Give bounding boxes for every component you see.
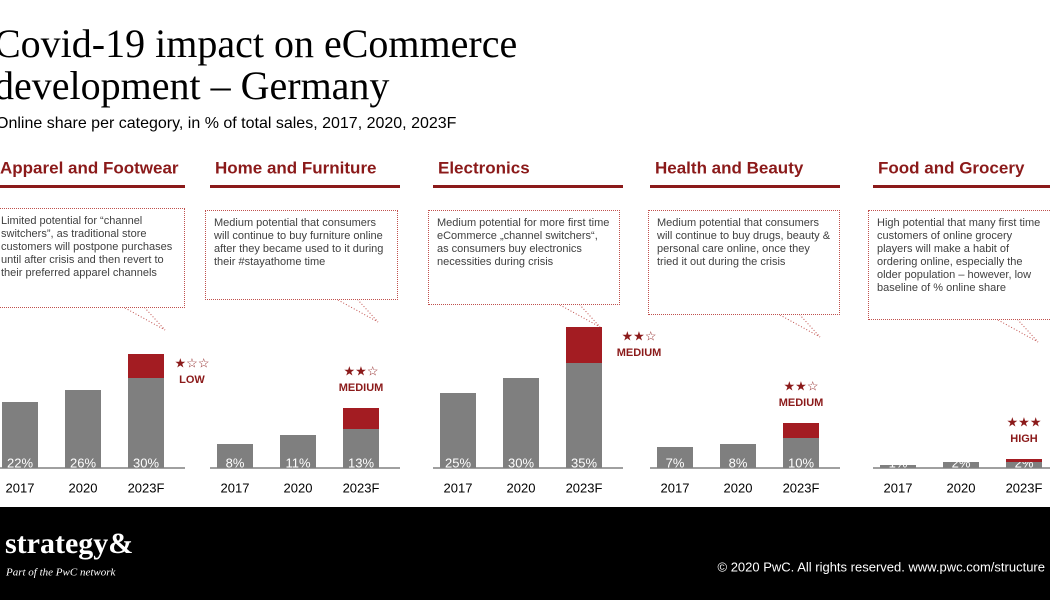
value-label: 25% bbox=[445, 455, 471, 470]
bar-segment bbox=[65, 390, 101, 468]
bar-segment bbox=[657, 447, 693, 468]
bar-segment bbox=[1006, 459, 1042, 462]
value-label: 2% bbox=[952, 455, 971, 470]
x-tick-label: 2017 bbox=[884, 480, 913, 495]
bar-segment bbox=[720, 444, 756, 468]
rating-stars: ★★☆ bbox=[784, 378, 819, 393]
note-text: Medium potential that consumers will con… bbox=[648, 210, 840, 315]
rating: MEDIUM bbox=[779, 397, 824, 409]
note-text: High potential that many first time cust… bbox=[868, 210, 1050, 320]
value-label: 8% bbox=[226, 455, 245, 470]
bar-segment bbox=[783, 423, 819, 438]
value-label: 35% bbox=[571, 455, 597, 470]
copyright: © 2020 PwC. All rights reserved. www.pwc… bbox=[718, 559, 1045, 574]
x-tick-label: 2020 bbox=[507, 480, 536, 495]
rating: MEDIUM bbox=[339, 382, 384, 394]
rating-stars: ★☆☆ bbox=[175, 355, 210, 370]
title-line: development – Germany bbox=[0, 63, 389, 108]
value-label: 1% bbox=[889, 455, 908, 470]
note-box: Medium potential for more first time eCo… bbox=[428, 210, 620, 305]
bar-segment bbox=[566, 327, 602, 363]
value-label: 8% bbox=[729, 455, 748, 470]
note-pointer bbox=[559, 304, 601, 328]
note-text: Limited potential for “channel switchers… bbox=[0, 208, 185, 308]
bar-segment bbox=[566, 363, 602, 468]
tagline: Part of the PwC network bbox=[5, 567, 117, 579]
bar-segment bbox=[943, 462, 979, 468]
value-label: 26% bbox=[70, 455, 96, 470]
note-text: Medium potential for more first time eCo… bbox=[428, 210, 620, 305]
panel-title: Food and Grocery bbox=[878, 158, 1025, 177]
note-box: Limited potential for “channel switchers… bbox=[0, 208, 185, 308]
rating-stars: ★★☆ bbox=[622, 328, 657, 343]
bar-segment bbox=[217, 444, 253, 468]
x-tick-label: 2017 bbox=[661, 480, 690, 495]
bar-segment bbox=[343, 429, 379, 468]
x-tick-label: 2023F bbox=[783, 480, 820, 495]
rating: HIGH bbox=[1010, 433, 1038, 445]
bar-segment bbox=[503, 378, 539, 468]
x-tick-label: 2020 bbox=[724, 480, 753, 495]
bar-segment bbox=[280, 435, 316, 468]
panel-rule bbox=[210, 185, 400, 188]
bar-segment bbox=[343, 408, 379, 429]
panel-rule bbox=[650, 185, 840, 188]
subtitle: Online share per category, in % of total… bbox=[0, 115, 457, 132]
value-label: 13% bbox=[348, 455, 374, 470]
bar-segment bbox=[128, 378, 164, 468]
bar-segment bbox=[2, 402, 38, 468]
note-text: Medium potential that consumers will con… bbox=[205, 210, 398, 300]
value-label: 30% bbox=[508, 455, 534, 470]
x-tick-label: 2023F bbox=[566, 480, 603, 495]
title-line: Covid-19 impact on eCommerce bbox=[0, 21, 517, 66]
panel-rule bbox=[873, 185, 1050, 188]
bar-segment bbox=[783, 438, 819, 468]
x-tick-label: 2017 bbox=[6, 480, 35, 495]
x-tick-label: 2023F bbox=[128, 480, 165, 495]
note-box: High potential that many first time cust… bbox=[868, 210, 1050, 320]
logo: strategy& bbox=[5, 527, 133, 560]
bar-segment bbox=[440, 393, 476, 468]
panel-title: Electronics bbox=[438, 158, 530, 177]
panel-title: Home and Furniture bbox=[215, 158, 377, 177]
note-pointer bbox=[779, 314, 821, 338]
x-tick-label: 2020 bbox=[947, 480, 976, 495]
rating-stars: ★★☆ bbox=[344, 363, 379, 378]
bar-segment bbox=[1006, 462, 1042, 468]
rating: MEDIUM bbox=[617, 347, 662, 359]
value-label: 10% bbox=[788, 455, 814, 470]
note-box: Medium potential that consumers will con… bbox=[648, 210, 840, 315]
value-label: 30% bbox=[133, 455, 159, 470]
x-tick-label: 2017 bbox=[221, 480, 250, 495]
note-pointer bbox=[124, 307, 166, 331]
note-pointer bbox=[337, 299, 379, 323]
x-tick-label: 2023F bbox=[1006, 480, 1043, 495]
rating-stars: ★★★ bbox=[1007, 414, 1042, 429]
bar-segment bbox=[880, 465, 916, 468]
note-pointer bbox=[997, 319, 1039, 343]
footer-band bbox=[0, 507, 1050, 600]
note-box: Medium potential that consumers will con… bbox=[205, 210, 398, 300]
x-tick-label: 2023F bbox=[343, 480, 380, 495]
x-tick-label: 2020 bbox=[284, 480, 313, 495]
bar-segment bbox=[128, 354, 164, 378]
panel-rule bbox=[0, 185, 185, 188]
value-label: 2% bbox=[1015, 455, 1034, 470]
panel-rule bbox=[433, 185, 623, 188]
panel-title: Apparel and Footwear bbox=[0, 158, 179, 177]
value-label: 11% bbox=[285, 455, 310, 470]
panel-title: Health and Beauty bbox=[655, 158, 804, 177]
value-label: 22% bbox=[7, 455, 33, 470]
x-tick-label: 2017 bbox=[444, 480, 473, 495]
value-label: 7% bbox=[666, 455, 685, 470]
rating: LOW bbox=[179, 374, 205, 386]
x-tick-label: 2020 bbox=[69, 480, 98, 495]
